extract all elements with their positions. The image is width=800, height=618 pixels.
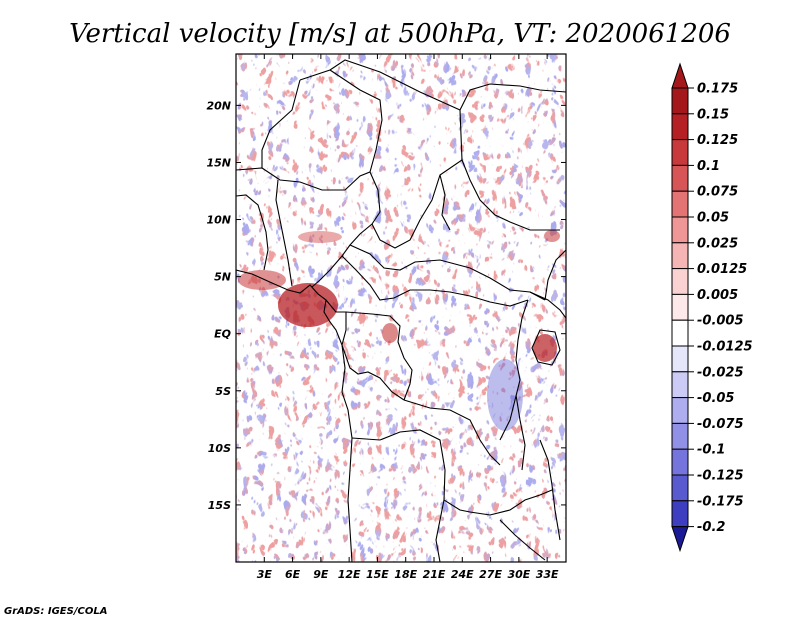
colorbar-level-label: 0.125 <box>697 133 738 148</box>
nigeria-interior-border <box>275 179 293 287</box>
colorbar-level-label: 0.075 <box>697 185 738 200</box>
car-congo-border <box>341 255 529 307</box>
uplift-nigeria <box>298 231 342 243</box>
uplift-ethiopia <box>544 230 560 242</box>
lake-malawi <box>539 439 561 541</box>
colorbar-level-label: -0.005 <box>697 314 744 329</box>
colorbar-level-label: -0.1 <box>697 443 725 458</box>
colorbar-level-label: 0.005 <box>697 288 738 303</box>
colorbar-level-label: 0.175 <box>697 82 738 97</box>
lat-tick-label: 5N <box>214 271 231 284</box>
colorbar: 0.175 0.15 0.125 0.1 0.075 0.05 0.025 0.0125 0.0… <box>671 62 753 553</box>
lon-tick-label: 3E <box>257 568 273 581</box>
colorbar-level-label: 0.15 <box>697 107 729 122</box>
lat-tick-label: 20N <box>206 99 231 112</box>
colorbar-segment <box>671 113 689 141</box>
atlantic-coastline <box>236 269 353 562</box>
country-borders <box>236 59 566 562</box>
zambia-south-border <box>469 489 553 516</box>
colorbar-segment <box>671 268 689 295</box>
colorbar-segment <box>671 87 689 115</box>
lon-tick-label: 9E <box>313 568 329 581</box>
drc-angola-border <box>403 399 501 466</box>
colorbar-level-label: 0.05 <box>697 211 729 226</box>
colorbar-level-label: -0.025 <box>697 365 744 380</box>
lon-tick-label: 24E <box>451 568 474 581</box>
car-north-border <box>349 244 546 301</box>
lake-victoria <box>531 329 561 366</box>
uganda-kenya-border <box>529 291 566 319</box>
colorbar-level-label: -0.0125 <box>697 340 753 355</box>
lat-tick-label: 15S <box>208 499 231 512</box>
colorbar-segment <box>671 216 689 244</box>
sudan-south-sudan-border <box>461 159 560 231</box>
congo-drc-border <box>345 311 413 401</box>
grads-credit: GrADS: IGES/COLA <box>4 606 107 617</box>
colorbar-level-label: 0.025 <box>697 236 738 251</box>
lat-tick-label: EQ <box>214 328 231 341</box>
map-frame <box>235 53 567 563</box>
uplift-lake-victoria <box>533 334 557 362</box>
lon-tick-label: 33E <box>536 568 559 581</box>
colorbar-segment <box>671 371 689 399</box>
colorbar-segment <box>671 164 689 192</box>
uplift-gulf-of-guinea <box>238 270 286 290</box>
colorbar-level-label: -0.075 <box>697 417 744 432</box>
strong-uplift-cameroon-coast <box>278 283 338 327</box>
colorbar-segment <box>671 474 689 502</box>
vertical-velocity-field <box>236 54 566 562</box>
chad-libya-sudan-border <box>299 59 463 249</box>
lat-tick-label: 5S <box>215 385 231 398</box>
darfur-border <box>439 174 451 231</box>
colorbar-segment <box>671 448 689 476</box>
lon-tick-label: 12E <box>338 568 361 581</box>
colorbar-level-label: -0.05 <box>697 391 734 406</box>
drc-east-border <box>499 299 529 441</box>
colorbar-segment <box>671 422 689 450</box>
colorbar-top-arrow <box>671 62 689 89</box>
colorbar-segment <box>671 139 689 166</box>
colorbar-segment <box>671 293 689 321</box>
colorbar-bottom-arrow <box>671 526 689 553</box>
uplift-central-congo <box>382 323 398 343</box>
latitude-axis: 20N 15N 10N 5N EQ 5S 10S 15S <box>206 99 566 512</box>
niger-chad-north-border <box>329 69 383 173</box>
colorbar-segment <box>671 190 689 218</box>
colorbar-level-label: -0.2 <box>697 520 725 535</box>
lon-tick-label: 18E <box>394 568 417 581</box>
lon-tick-label: 21E <box>423 568 446 581</box>
lake-tanganyika <box>515 394 526 471</box>
colorbar-segment <box>671 242 689 270</box>
benin-nigeria-border <box>236 194 269 271</box>
angola-zambia-border <box>351 429 471 513</box>
lon-tick-label: 15E <box>366 568 389 581</box>
lon-tick-label: 6E <box>285 568 301 581</box>
niger-nigeria-chad-border <box>236 167 381 288</box>
colorbar-level-label: -0.175 <box>697 494 744 509</box>
colorbar-segment <box>671 319 689 347</box>
angola-namibia-border <box>435 499 445 562</box>
lat-tick-label: 10N <box>206 214 231 227</box>
niger-algeria-border <box>261 79 301 168</box>
lon-tick-label: 27E <box>479 568 502 581</box>
colorbar-segment <box>671 500 689 528</box>
zimbabwe-border <box>499 519 546 561</box>
sinking-east-congo <box>487 359 523 431</box>
sudan-egypt-border <box>459 83 566 111</box>
longitude-axis: 3E 6E 9E 12E 15E 18E 21E 24E 27E 30E 33E <box>257 54 559 581</box>
colorbar-level-label: -0.125 <box>697 469 744 484</box>
lon-tick-label: 30E <box>507 568 530 581</box>
ethiopia-border <box>544 249 566 301</box>
lat-tick-label: 15N <box>206 156 231 169</box>
colorbar-segment <box>671 397 689 424</box>
lat-tick-label: 10S <box>208 442 231 455</box>
gabon-congo-border <box>325 299 405 401</box>
colorbar-segment <box>671 345 689 373</box>
colorbar-level-label: 0.0125 <box>697 262 747 277</box>
plot-title: Vertical velocity [m/s] at 500hPa, VT: 2… <box>69 19 731 49</box>
colorbar-level-label: 0.1 <box>697 159 720 174</box>
